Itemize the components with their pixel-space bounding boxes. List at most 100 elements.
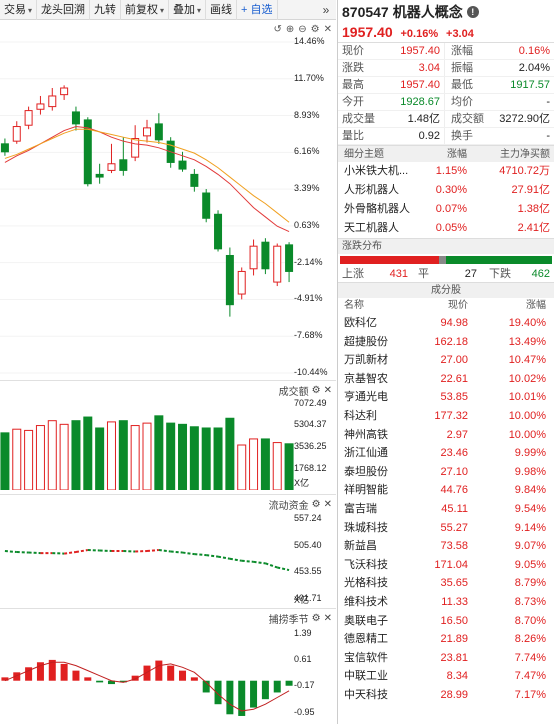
col-name[interactable]: 名称: [344, 300, 364, 311]
stock-row[interactable]: 祥明智能 44.76 9.84%: [338, 481, 554, 500]
stock-row[interactable]: 新益昌 73.58 9.07%: [338, 537, 554, 556]
theme-pct: 1.15%: [435, 165, 467, 177]
stock-name: 万凯新材: [344, 354, 388, 367]
stock-row[interactable]: 科达利 177.32 10.00%: [338, 407, 554, 426]
price-tick: -7.68%: [294, 330, 323, 341]
col-price[interactable]: 现价: [448, 300, 468, 311]
quote-value: -: [546, 96, 550, 108]
themes-col-name: 细分主题: [344, 149, 384, 160]
stock-price: 53.85: [440, 391, 468, 404]
stock-row[interactable]: 泰坦股份 27.10 9.98%: [338, 463, 554, 482]
theme-row[interactable]: 外骨骼机器人 0.07% 1.38亿: [338, 200, 554, 219]
flow-panel-header: 流动资金 ⚙ ✕: [269, 497, 332, 512]
quote-value: 3.04: [418, 62, 440, 74]
candle: [143, 127, 151, 137]
stock-row[interactable]: 富吉瑞 45.11 9.54%: [338, 500, 554, 519]
osc-bar: [190, 677, 198, 681]
stock-row[interactable]: 奥联电子 16.50 8.70%: [338, 612, 554, 631]
stock-price: 11.33: [441, 595, 468, 608]
stock-row[interactable]: 德恩精工 21.89 8.26%: [338, 630, 554, 649]
distribution-bar: [340, 256, 552, 264]
theme-name: 天工机器人: [344, 222, 399, 234]
osc-bar: [96, 680, 104, 683]
zoom-in-icon[interactable]: ⊕: [285, 24, 295, 35]
toolbar-item-5[interactable]: 画线: [206, 0, 238, 20]
volume-bar: [24, 429, 34, 490]
flow-chart[interactable]: [0, 515, 336, 605]
volume-bar: [213, 427, 223, 490]
volume-bar: [284, 443, 294, 490]
theme-row[interactable]: 小米铁大机... 1.15% 4710.72万: [338, 162, 554, 181]
close-icon[interactable]: ✕: [323, 499, 332, 510]
stock-row[interactable]: 光格科技 35.65 8.79%: [338, 574, 554, 593]
stock-row[interactable]: 宝信软件 23.81 7.74%: [338, 649, 554, 668]
volume-bar: [237, 444, 247, 490]
volume-bar: [95, 427, 105, 490]
toolbar-item-0[interactable]: 交易 ▾: [0, 0, 38, 20]
volume-chart[interactable]: [0, 398, 336, 490]
candle: [83, 119, 92, 185]
price-tick: 3.39%: [294, 183, 320, 194]
quote-label: 量比: [342, 130, 364, 142]
toolbar-item-3[interactable]: 前复权 ▾: [121, 0, 170, 20]
close-icon[interactable]: ✕: [323, 385, 332, 396]
distribution-counts: 上涨 431 平 27 下跌 462: [338, 266, 554, 282]
stock-price: 21.89: [440, 633, 468, 646]
stock-row[interactable]: 中天科技 28.99 7.17%: [338, 686, 554, 705]
kline-chart[interactable]: [0, 35, 336, 380]
info-icon[interactable]: !: [466, 6, 479, 18]
settings-icon[interactable]: ⚙: [311, 385, 321, 396]
stock-row[interactable]: 神州高铁 2.97 10.00%: [338, 426, 554, 445]
flow-segment: [28, 551, 41, 555]
toolbar-item-4[interactable]: 叠加 ▾: [169, 0, 207, 20]
quote-label: 涨幅: [444, 43, 486, 59]
flow-tick: 453.55: [294, 566, 322, 577]
more-button[interactable]: »: [322, 2, 330, 17]
stock-row[interactable]: 飞沃科技 171.04 9.05%: [338, 556, 554, 575]
candle: [48, 95, 57, 108]
stock-price: 2.97: [446, 428, 468, 441]
close-icon[interactable]: ✕: [323, 24, 332, 35]
stock-name: 宝信软件: [344, 651, 388, 664]
stock-row[interactable]: 中联工业 8.34 7.47%: [338, 667, 554, 686]
candle: [0, 143, 9, 153]
toolbar-item-label: 前复权: [125, 3, 159, 16]
stock-name: 维科技术: [344, 595, 388, 608]
osc-panel-header: 捕捞季节 ⚙ ✕: [269, 611, 332, 626]
col-change[interactable]: 涨幅: [526, 300, 546, 311]
stock-price: 171.04: [434, 558, 468, 571]
stock-row[interactable]: 珠城科技 55.27 9.14%: [338, 519, 554, 538]
add-watchlist-button[interactable]: + 自选: [237, 0, 278, 20]
stock-row[interactable]: 维科技术 11.33 8.73%: [338, 593, 554, 612]
stock-row[interactable]: 欧科亿 94.98 19.40%: [338, 314, 554, 333]
flat-label: 平: [418, 268, 429, 280]
chart-controls: ↺ ⊕ ⊖ ⚙ ✕: [273, 24, 332, 35]
stock-row[interactable]: 京基智农 22.61 10.02%: [338, 370, 554, 389]
theme-row[interactable]: 人形机器人 0.30% 27.91亿: [338, 181, 554, 200]
stock-row[interactable]: 浙江仙通 23.46 9.99%: [338, 444, 554, 463]
refresh-icon[interactable]: ↺: [273, 24, 282, 35]
theme-row[interactable]: 天工机器人 0.05% 2.41亿: [338, 219, 554, 238]
stock-name: 飞沃科技: [344, 558, 388, 571]
stock-row[interactable]: 亨通光电 53.85 10.01%: [338, 388, 554, 407]
settings-icon[interactable]: ⚙: [310, 24, 320, 35]
price-tick: 8.93%: [294, 109, 320, 120]
settings-icon[interactable]: ⚙: [311, 613, 321, 624]
toolbar-item-2[interactable]: 九转: [90, 0, 122, 20]
osc-bar: [13, 672, 21, 681]
volume-bar: [47, 420, 57, 490]
volume-bar: [249, 438, 259, 490]
toolbar-item-1[interactable]: 龙头回溯: [37, 0, 91, 20]
stock-row[interactable]: 万凯新材 27.00 10.47%: [338, 351, 554, 370]
candle: [178, 160, 187, 170]
flow-segment: [123, 550, 136, 553]
quote-label: 成交量: [342, 113, 375, 125]
close-icon[interactable]: ✕: [323, 613, 332, 624]
stock-name: 泰坦股份: [344, 465, 388, 478]
stock-row[interactable]: 超捷股份 162.18 13.49%: [338, 333, 554, 352]
settings-icon[interactable]: ⚙: [311, 499, 321, 510]
theme-flow: 4710.72万: [499, 165, 550, 177]
osc-chart[interactable]: [0, 624, 336, 724]
candle: [249, 245, 258, 270]
zoom-out-icon[interactable]: ⊖: [298, 24, 307, 35]
